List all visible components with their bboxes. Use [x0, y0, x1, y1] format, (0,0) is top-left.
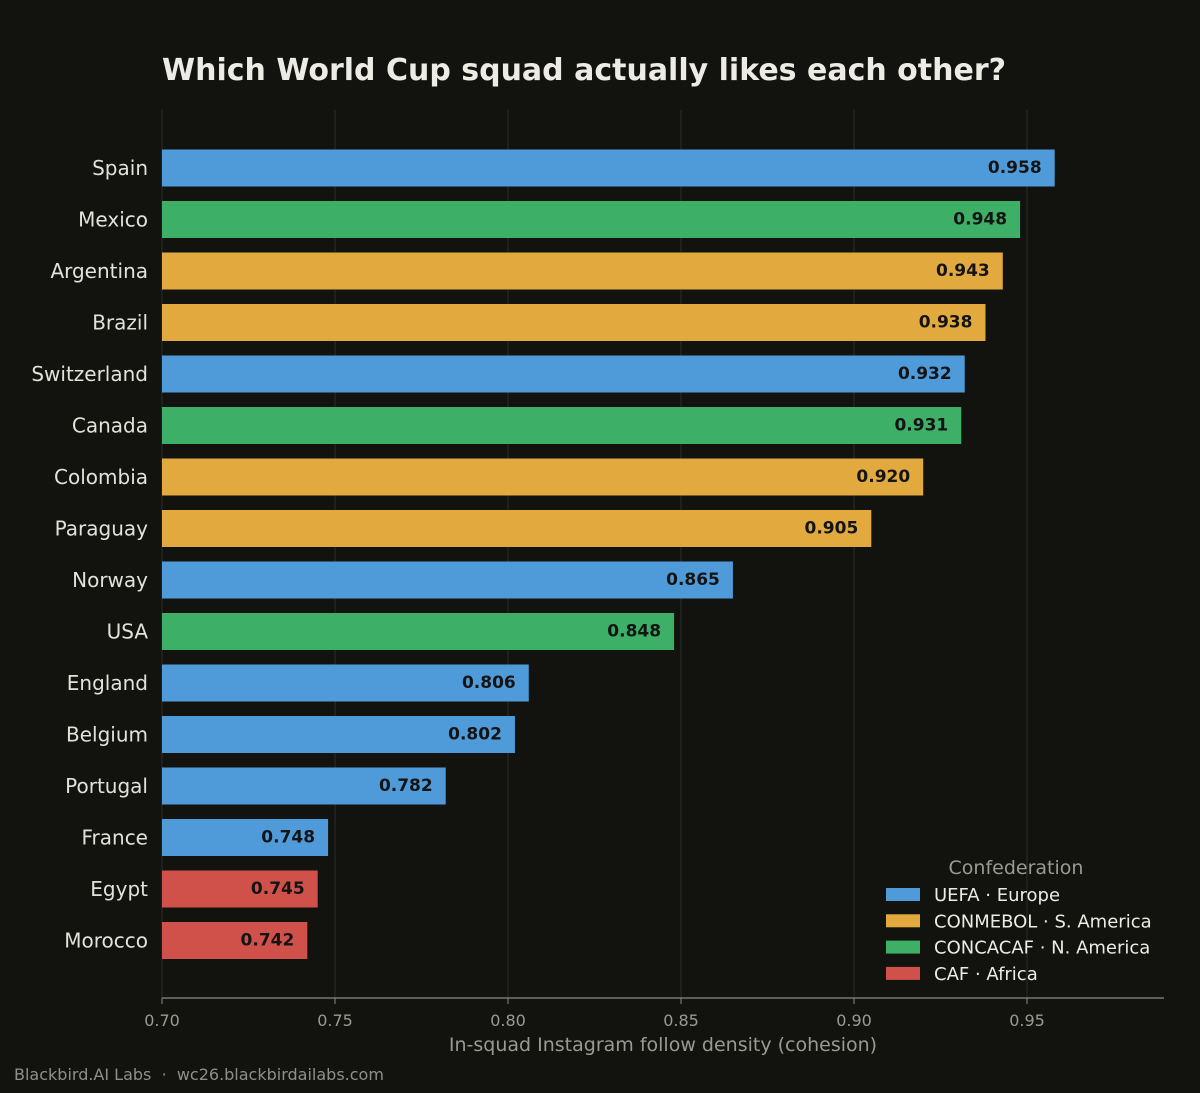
x-tick-label: 0.85 [663, 1011, 699, 1030]
bar-value-label: 0.748 [261, 828, 315, 848]
y-tick-label: Canada [72, 414, 148, 438]
x-axis: 0.70 0.75 0.80 0.85 0.90 0.95 [144, 997, 1164, 1030]
y-tick-label: Belgium [66, 723, 148, 747]
y-tick-label: Morocco [64, 929, 148, 953]
y-tick-label: Mexico [78, 208, 148, 232]
y-tick-label: Argentina [50, 259, 148, 283]
legend-entry-label: CAF · Africa [934, 964, 1038, 985]
legend-entry-label: UEFA · Europe [934, 885, 1060, 906]
bar-mexico [162, 201, 1021, 238]
legend-swatch-caf [886, 966, 920, 980]
bar-argentina [162, 252, 1003, 290]
bar-value-label: 0.931 [894, 416, 948, 436]
x-tick-label: 0.80 [490, 1011, 526, 1030]
legend: Confederation UEFA · Europe CONMEBOL · S. … [886, 857, 1152, 985]
bar-value-label: 0.948 [953, 210, 1007, 230]
bar-value-label: 0.905 [805, 519, 859, 539]
legend-entry-label: CONCACAF · N. America [934, 938, 1150, 959]
x-tick-label: 0.75 [317, 1011, 353, 1030]
bar-value-label: 0.920 [856, 467, 910, 487]
bar-norway [162, 561, 733, 599]
legend-swatch-uefa [886, 888, 920, 901]
y-tick-label: Egypt [90, 877, 148, 901]
x-tick-label: 0.70 [144, 1011, 180, 1030]
y-tick-label: Brazil [92, 311, 148, 335]
bar-value-label: 0.848 [607, 622, 661, 642]
bar-spain [162, 149, 1055, 187]
y-tick-label: Switzerland [31, 362, 148, 386]
bars: 0.958 0.948 0.943 0.938 0.932 0.931 0.920 0.905… [162, 149, 1055, 959]
y-tick-label: England [67, 671, 148, 695]
bar-colombia [162, 458, 924, 496]
bar-value-label: 0.742 [241, 931, 295, 951]
bar-value-label: 0.745 [251, 879, 305, 899]
bar-egypt [162, 870, 318, 908]
bar-belgium [162, 716, 515, 753]
y-tick-labels: Spain Mexico Argentina Brazil Switzerland Can… [31, 156, 148, 953]
bar-value-label: 0.938 [919, 313, 973, 333]
bar-switzerland [162, 355, 965, 393]
x-tick-label: 0.95 [1009, 1011, 1045, 1030]
bar-value-label: 0.865 [666, 570, 720, 590]
legend-title: Confederation [949, 857, 1084, 879]
y-tick-label: Spain [92, 156, 148, 180]
bar-brazil [162, 304, 986, 341]
footer-credit: Blackbird.AI Labs · wc26.blackbirdailabs… [14, 1065, 384, 1084]
x-axis-label: In-squad Instagram follow density (cohes… [449, 1034, 877, 1056]
bar-value-label: 0.802 [448, 725, 502, 745]
y-tick-label: Norway [72, 568, 148, 592]
bar-portugal [162, 767, 446, 805]
bar-value-label: 0.806 [462, 673, 516, 693]
y-tick-label: France [81, 826, 148, 850]
bar-value-label: 0.943 [936, 261, 990, 281]
legend-entry-label: CONMEBOL · S. America [934, 911, 1152, 932]
legend-swatch-conmebol [886, 914, 920, 928]
bar-england [162, 664, 529, 702]
bar-paraguay [162, 510, 872, 547]
bar-canada [162, 407, 962, 444]
y-tick-label: Colombia [54, 465, 148, 489]
y-tick-label: Paraguay [55, 517, 149, 541]
grid-lines [161, 110, 1028, 998]
y-tick-label: Portugal [65, 774, 148, 798]
bar-value-label: 0.958 [988, 158, 1042, 178]
chart-title: Which World Cup squad actually likes eac… [162, 53, 1006, 88]
bar-morocco [162, 922, 308, 959]
x-tick-label: 0.90 [836, 1011, 872, 1030]
bar-value-label: 0.782 [379, 776, 433, 796]
y-tick-label: USA [107, 620, 149, 644]
bar-france [162, 819, 329, 856]
legend-swatch-concacaf [886, 940, 920, 954]
bar-usa [162, 613, 675, 650]
bar-value-label: 0.932 [898, 364, 952, 384]
